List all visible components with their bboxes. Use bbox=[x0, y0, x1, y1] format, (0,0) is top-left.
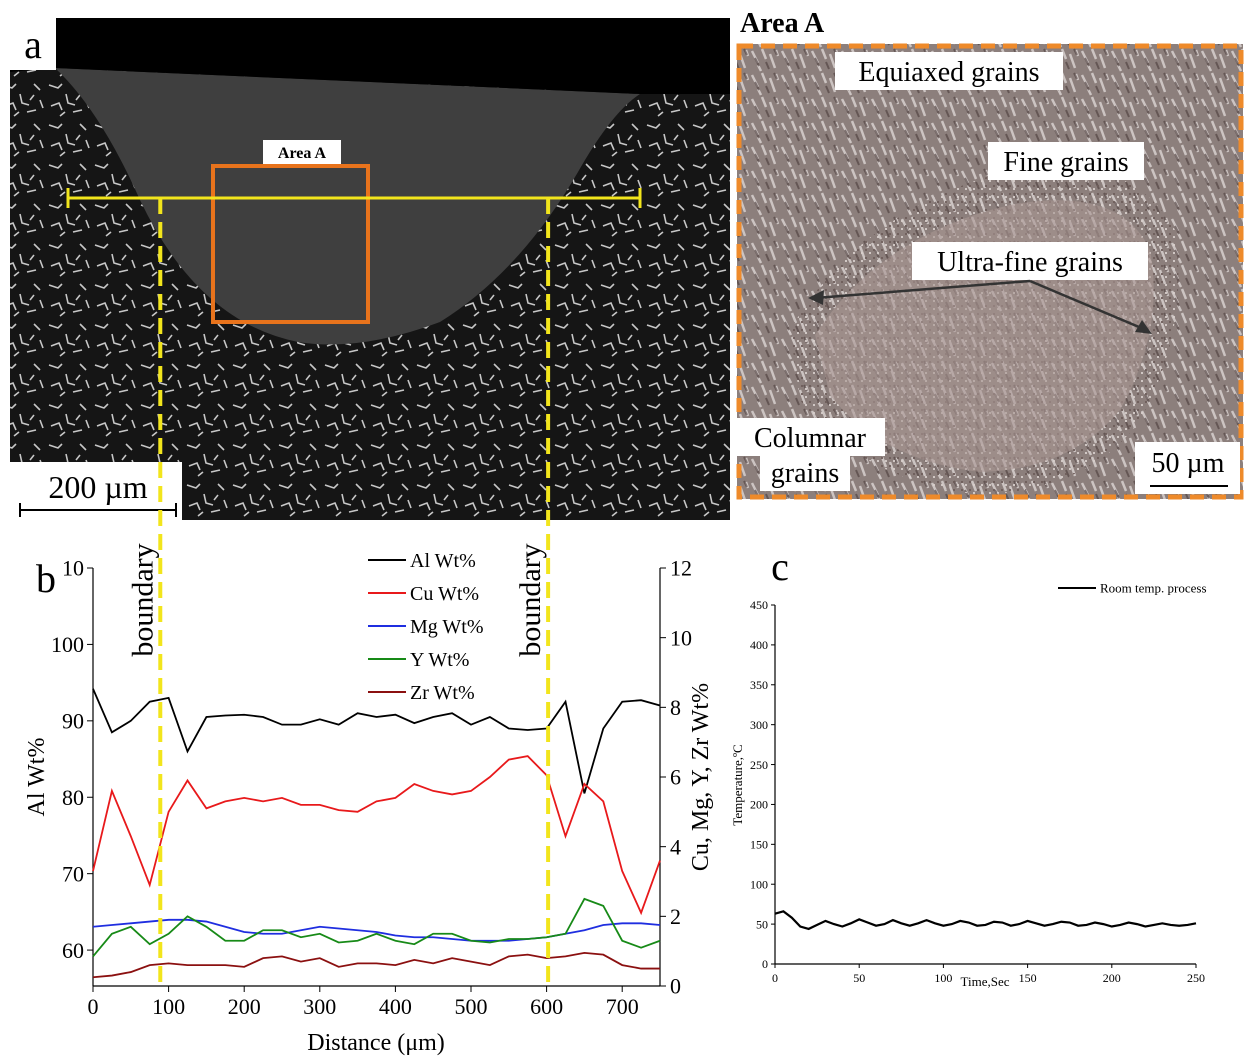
y-tick-label: 200 bbox=[750, 798, 768, 812]
x-tick-label: 150 bbox=[1019, 971, 1037, 985]
annotation: Columnar bbox=[754, 423, 867, 454]
x-tick-label: 700 bbox=[606, 994, 639, 1019]
y-tick-label: 90 bbox=[62, 709, 84, 734]
y2-tick-label: 2 bbox=[670, 904, 681, 929]
x-tick-label: 200 bbox=[1103, 971, 1121, 985]
y2-tick-label: 10 bbox=[670, 625, 692, 650]
y2-axis-label: Cu, Mg, Y, Zr Wt% bbox=[688, 683, 714, 871]
y-tick-label: 350 bbox=[750, 678, 768, 692]
annotation: Equiaxed grains bbox=[858, 57, 1039, 88]
y2-tick-label: 4 bbox=[670, 834, 681, 859]
panel-label: b bbox=[36, 556, 56, 601]
y-axis-label: Temperature,ºC bbox=[730, 744, 745, 825]
y-tick-label: 80 bbox=[62, 785, 84, 810]
legend-label: Zr Wt% bbox=[410, 682, 475, 704]
y-tick-label: 0 bbox=[762, 957, 768, 971]
x-tick-label: 250 bbox=[1187, 971, 1205, 985]
annotation: grains bbox=[771, 458, 839, 489]
x-tick-label: 0 bbox=[772, 971, 778, 985]
annotation: Fine grains bbox=[1003, 147, 1128, 178]
boundary-label: boundary bbox=[514, 543, 547, 656]
series-line bbox=[775, 911, 1196, 929]
y-axis-label: Al Wt% bbox=[24, 738, 50, 817]
series-line bbox=[93, 899, 660, 956]
page: Weld micrograph figure body { margin: 0;… bbox=[0, 0, 1250, 1061]
panel-title: Area A bbox=[740, 8, 825, 39]
y-tick-label: 150 bbox=[750, 838, 768, 852]
figure: a Area A 200 µm Area A Equiaxed grains Fine g… bbox=[0, 0, 1250, 1061]
page-body: {"panel_a": {"label": "a", "area_label":… bbox=[0, 0, 1250, 1061]
x-tick-label: 50 bbox=[853, 971, 865, 985]
area-a-label: Area A bbox=[278, 145, 327, 162]
x-tick-label: 200 bbox=[228, 994, 261, 1019]
annotation: Ultra-fine grains bbox=[937, 247, 1123, 278]
legend-label: Cu Wt% bbox=[410, 583, 479, 605]
y-tick-label: 450 bbox=[750, 598, 768, 612]
panel-label: c bbox=[771, 544, 789, 589]
series-line bbox=[93, 953, 660, 977]
boundary-label: boundary bbox=[126, 543, 159, 656]
y-tick-label: 70 bbox=[62, 861, 84, 886]
panel-label: a bbox=[24, 22, 42, 67]
x-tick-label: 0 bbox=[88, 994, 99, 1019]
series-line bbox=[93, 756, 660, 913]
scale-bar-label: 200 µm bbox=[48, 469, 147, 505]
y-tick-label: 300 bbox=[750, 718, 768, 732]
y2-tick-label: 6 bbox=[670, 765, 681, 790]
legend-label: Room temp. process bbox=[1100, 581, 1207, 596]
x-tick-label: 100 bbox=[152, 994, 185, 1019]
x-tick-label: 400 bbox=[379, 994, 412, 1019]
legend-label: Mg Wt% bbox=[410, 616, 484, 638]
scale-bar-label: 50 µm bbox=[1152, 448, 1225, 479]
y2-tick-label: 12 bbox=[670, 556, 692, 581]
y-tick-label: 100 bbox=[51, 632, 84, 657]
y-tick-label: 400 bbox=[750, 638, 768, 652]
x-axis-label: Distance (μm) bbox=[307, 1030, 444, 1056]
x-tick-label: 500 bbox=[455, 994, 488, 1019]
legend-label: Y Wt% bbox=[410, 649, 469, 671]
legend-label: Al Wt% bbox=[410, 550, 476, 572]
y-tick-label: 100 bbox=[750, 877, 768, 891]
x-tick-label: 300 bbox=[303, 994, 336, 1019]
x-tick-label: 600 bbox=[530, 994, 563, 1019]
series-line bbox=[93, 920, 660, 941]
y2-tick-label: 0 bbox=[670, 974, 681, 999]
y-tick-label: 60 bbox=[62, 938, 84, 963]
y2-tick-label: 8 bbox=[670, 695, 681, 720]
x-axis-label: Time,Sec bbox=[961, 974, 1010, 989]
y-tick-label: 250 bbox=[750, 758, 768, 772]
series-line bbox=[93, 689, 660, 794]
x-tick-label: 100 bbox=[934, 971, 952, 985]
y-tick-label: 50 bbox=[756, 917, 768, 931]
